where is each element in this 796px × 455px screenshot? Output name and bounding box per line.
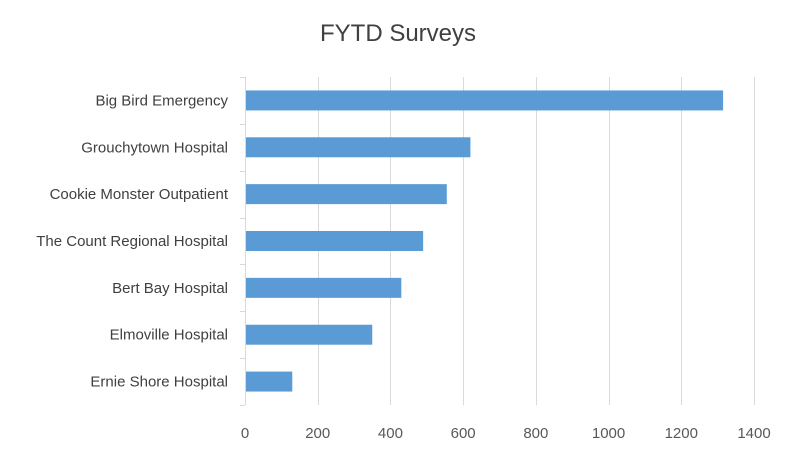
x-tick-label: 0 (241, 425, 249, 442)
bar (246, 371, 293, 392)
x-tick-label: 200 (305, 425, 330, 442)
x-tick-label: 600 (451, 425, 476, 442)
category-label: Grouchytown Hospital (81, 139, 228, 156)
x-tick-label: 400 (378, 425, 403, 442)
bar (246, 231, 424, 251)
category-label: The Count Regional Hospital (36, 233, 228, 250)
category-label: Elmoville Hospital (110, 327, 228, 344)
x-tick-label: 1400 (737, 425, 770, 442)
category-label: Big Bird Emergency (95, 92, 228, 109)
category-label: Bert Bay Hospital (112, 280, 228, 297)
category-label: Ernie Shore Hospital (90, 374, 228, 391)
chart-title: FYTD Surveys (319, 20, 477, 47)
x-tick-label: 800 (523, 425, 548, 442)
x-tick-label: 1000 (592, 425, 625, 442)
bar (246, 90, 724, 111)
category-label: Cookie Monster Outpatient (50, 186, 229, 203)
bar (246, 137, 471, 158)
bar (246, 324, 373, 345)
bar (246, 277, 402, 298)
bar (246, 184, 447, 205)
x-tick-label: 1200 (665, 425, 698, 442)
